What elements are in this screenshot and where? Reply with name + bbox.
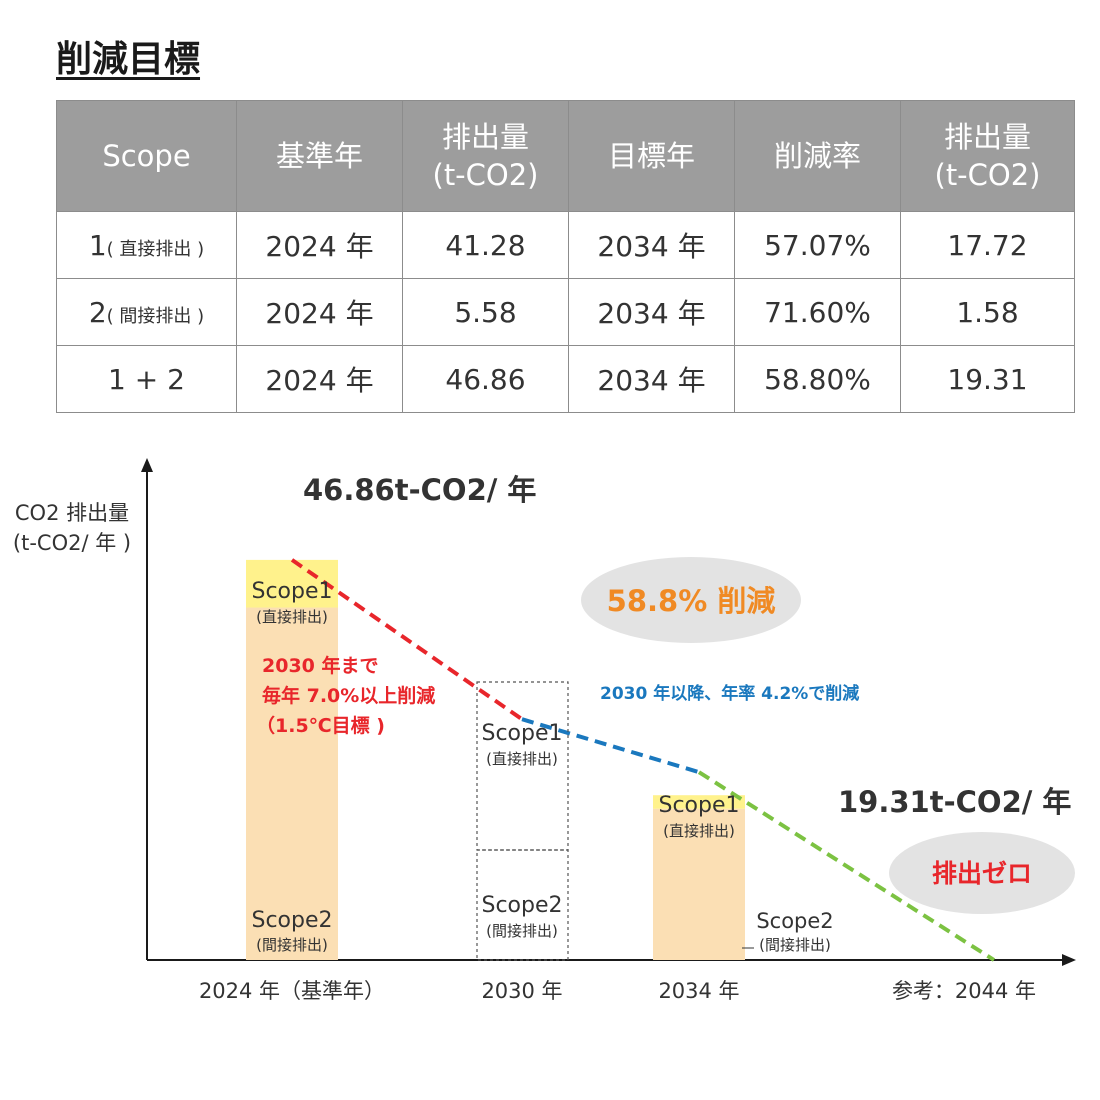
cell-scope: 2( 間接排出 ) xyxy=(56,278,237,346)
bar-2034-scope1-label: Scope1 xyxy=(658,793,739,818)
bar-2024-scope1-sublabel: (直接排出) xyxy=(256,608,328,626)
cell-scope: 1( 直接排出 ) xyxy=(56,211,237,279)
emissions-chart: CO2 排出量 (t-CO2/ 年 ) Scope1 (直接排出) Scope2… xyxy=(13,458,1076,1003)
table-row: 1( 直接排出 ) 2024 年 41.28 2034 年 57.07% 17.… xyxy=(56,211,1075,279)
zero-badge-bg xyxy=(889,832,1075,914)
bar-2024-scope2-sublabel: (間接排出) xyxy=(256,936,328,954)
cell-reduction-rate: 57.07% xyxy=(734,211,901,279)
cell-target-emission: 17.72 xyxy=(900,211,1075,279)
cell-base-emission: 5.58 xyxy=(402,278,569,346)
projected-2030-scope2-box xyxy=(476,849,569,961)
blue-note: 2030 年以降、年率 4.2%で削減 xyxy=(600,683,859,704)
scope-number: 1 + 2 xyxy=(108,362,185,396)
reduction-goals-table: Scope 基準年 排出量 (t-CO2) 目標年 削減率 排出量 (t-CO2… xyxy=(56,100,1075,413)
cell-base-emission: 46.86 xyxy=(402,345,569,413)
cell-reduction-rate: 58.80% xyxy=(734,345,901,413)
projected-2030-scope1-box xyxy=(476,681,569,851)
y-axis-label-line1: CO2 排出量 xyxy=(15,501,129,525)
red-note-line2: 毎年 7.0%以上削減 xyxy=(262,684,435,707)
cell-base-year: 2024 年 xyxy=(236,211,403,279)
bar-2024-scope2 xyxy=(246,559,338,608)
cell-target-year: 2034 年 xyxy=(568,345,735,413)
scope-note: ( 間接排出 ) xyxy=(106,305,205,327)
annotation-target-value: 19.31t-CO2/ 年 xyxy=(838,785,1071,819)
y-axis-arrow xyxy=(141,458,153,472)
bar-2024-scope1 xyxy=(246,607,338,960)
cell-base-year: 2024 年 xyxy=(236,345,403,413)
bar-2034-scope2-sublabel: (間接排出) xyxy=(759,936,831,954)
cell-base-year: 2024 年 xyxy=(236,278,403,346)
x-tick-label-2044: 参考：2044 年 xyxy=(892,979,1036,1003)
cell-scope: 1 + 2 xyxy=(56,345,237,413)
bar-2034-scope2-label: Scope2 xyxy=(756,909,833,933)
x-axis-arrow xyxy=(1062,954,1076,966)
table-row: 2( 間接排出 ) 2024 年 5.58 2034 年 71.60% 1.58 xyxy=(56,278,1075,346)
bar-2034-scope2 xyxy=(653,795,745,809)
projected-2030-scope1-sublabel: (直接排出) xyxy=(486,750,558,768)
projected-2030-scope2-label: Scope2 xyxy=(481,893,562,918)
y-axis-label-line2: (t-CO2/ 年 ) xyxy=(13,531,131,555)
trend-line-2034-2044 xyxy=(697,770,996,962)
bar-2024-scope1-label: Scope1 xyxy=(251,579,332,604)
table-row: 1 + 2 2024 年 46.86 2034 年 58.80% 19.31 xyxy=(56,345,1075,413)
projected-2030-scope2-sublabel: (間接排出) xyxy=(486,922,558,940)
bar-2024-scope2-label: Scope2 xyxy=(251,908,332,933)
zero-badge-text: 排出ゼロ xyxy=(932,859,1032,888)
cell-target-year: 2034 年 xyxy=(568,211,735,279)
header-base-year: 基準年 xyxy=(236,100,403,212)
cell-reduction-rate: 71.60% xyxy=(734,278,901,346)
x-tick-label-2024: 2024 年（基準年） xyxy=(199,979,385,1003)
header-target-year: 目標年 xyxy=(568,100,735,212)
scope-number: 2 xyxy=(88,295,107,329)
cell-base-emission: 41.28 xyxy=(402,211,569,279)
scope-note: ( 直接排出 ) xyxy=(106,238,205,260)
header-reduction-rate: 削減率 xyxy=(734,100,901,212)
header-base-emission: 排出量 (t-CO2) xyxy=(402,100,569,212)
bar-2034-scope1-sublabel: (直接排出) xyxy=(663,822,735,840)
bar-2034-scope1 xyxy=(653,808,745,960)
annotation-top-value: 46.86t-CO2/ 年 xyxy=(303,473,536,507)
cell-target-year: 2034 年 xyxy=(568,278,735,346)
scope-number: 1 xyxy=(88,228,107,262)
cell-target-emission: 19.31 xyxy=(900,345,1075,413)
page-title: 削減目標 xyxy=(56,39,201,80)
red-note-line1: 2030 年まで xyxy=(262,654,379,677)
trend-line-2024-2030 xyxy=(290,558,524,721)
red-note-line3: （1.5℃目標 ) xyxy=(256,714,385,737)
reduction-badge-text: 58.8% 削減 xyxy=(607,584,776,618)
header-scope: Scope xyxy=(56,100,237,212)
header-target-emission: 排出量 (t-CO2) xyxy=(900,100,1075,212)
table-header-row: Scope 基準年 排出量 (t-CO2) 目標年 削減率 排出量 (t-CO2… xyxy=(56,100,1075,212)
projected-2030-scope1-label: Scope1 xyxy=(481,721,562,746)
cell-target-emission: 1.58 xyxy=(900,278,1075,346)
x-tick-label-2034: 2034 年 xyxy=(658,979,739,1003)
x-tick-label-2030: 2030 年 xyxy=(481,979,562,1003)
trend-line-2030-2034 xyxy=(521,717,700,775)
reduction-badge-bg xyxy=(581,557,801,643)
